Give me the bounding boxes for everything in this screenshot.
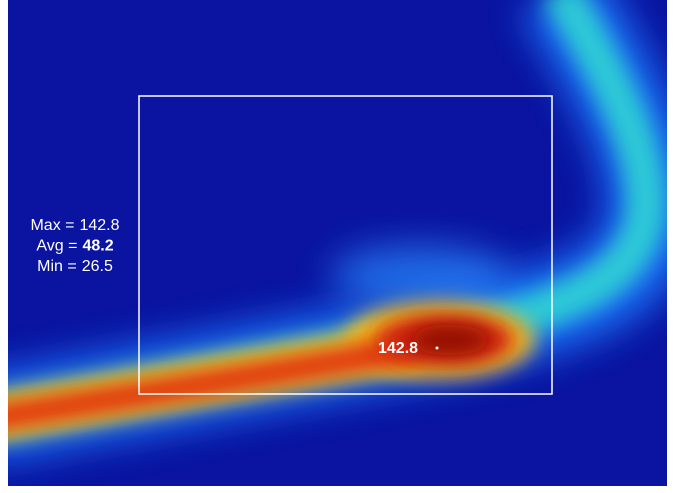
- measure-box: [138, 95, 553, 395]
- stat-value: 142.8: [79, 217, 119, 234]
- stat-label: Max =: [30, 217, 74, 234]
- thermal-image: [8, 0, 667, 486]
- hotspot-value: 142.8: [378, 340, 418, 357]
- stat-line: Min = 26.5: [37, 258, 113, 275]
- stat-value: 48.2: [82, 238, 113, 255]
- stat-line: Avg = 48.2: [36, 238, 113, 255]
- stat-line: Max = 142.8: [30, 217, 119, 234]
- stat-label: Avg =: [36, 238, 77, 255]
- stat-label: Min =: [37, 258, 77, 275]
- hotspot-dot: [435, 346, 439, 350]
- stat-value: 26.5: [82, 258, 113, 275]
